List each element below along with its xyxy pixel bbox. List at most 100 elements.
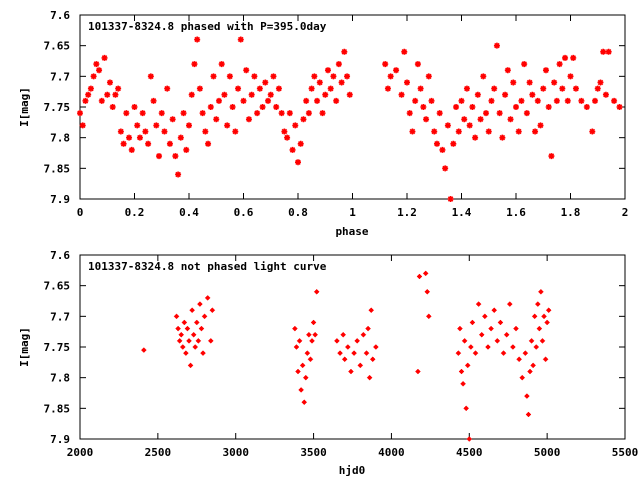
phased-plot-x-tick-label: 0.4 [179,206,199,219]
unphased-plot-data-point [533,344,540,350]
phased-plot-x-tick-label: 1.2 [397,206,417,219]
phased-plot-data-point [556,61,563,68]
phased-plot-x-tick-label: 0.6 [234,206,254,219]
phased-plot-data-point [156,153,163,160]
phased-plot-data-point [529,91,536,98]
phased-plot-data-point [188,91,195,98]
phased-plot-data-point [139,110,146,117]
phased-plot-x-tick-label: 1 [349,206,356,219]
unphased-plot-data-point [513,325,519,332]
unphased-plot-data-point [173,313,180,320]
phased-plot-data-point [480,73,487,80]
unphased-plot-data-point [197,301,203,307]
phased-plot-data-point [164,85,171,92]
phased-plot-x-tick-label: 0.2 [125,206,145,219]
phased-plot-data-point [251,73,258,80]
phased-plot-data-point [545,104,552,110]
unphased-plot-data-point [528,338,535,344]
phased-plot-y-tick-label: 7.6 [50,9,70,22]
phased-plot-data-point [300,116,307,123]
phased-plot-data-point [267,91,274,98]
phased-plot-x-axis-label: phase [335,225,368,238]
phased-plot-data-point [134,122,141,129]
phased-plot-data-point [504,67,511,74]
phased-plot-data-point [85,91,92,98]
phased-plot-data-point [548,153,555,160]
unphased-plot-data-point [334,338,340,344]
phased-plot-data-point [428,97,435,104]
phased-plot-data-point [205,140,212,147]
unphased-plot-data-point [201,313,208,320]
phased-plot-data-point [466,122,473,129]
unphased-plot-data-point [542,356,549,363]
phased-plot-data-point [147,73,154,80]
unphased-plot-x-tick-label: 4500 [456,446,483,459]
phased-plot-data-point [499,134,506,141]
phased-plot-data-point [292,122,299,129]
unphased-plot-data-point [541,313,547,320]
phased-plot-data-point [90,73,97,80]
unphased-plot-data-point [415,368,421,375]
phased-plot-data-point [93,61,100,68]
phased-plot-data-point [404,79,410,86]
phased-plot-data-point [417,85,424,92]
unphased-plot-data-point [209,307,216,314]
phased-plot-data-point [232,128,239,135]
phased-plot-data-point [169,116,176,123]
unphased-plot: 101337-8324.8 not phased light curve hjd… [18,249,638,477]
phased-plot-data-point [553,97,560,104]
unphased-plot-data-point [424,288,431,295]
phased-plot-y-axis-label: I[mag] [18,87,31,127]
unphased-plot-data-point [510,344,516,350]
unphased-plot-data-point [184,325,191,332]
unphased-plot-data-point [304,350,311,356]
unphased-plot-data-point [140,347,147,353]
phased-plot-data-point [324,67,331,74]
unphased-plot-points [140,270,552,442]
phased-plot-data-point [104,91,111,98]
unphased-plot-title: 101337-8324.8 not phased light curve [88,260,327,273]
unphased-plot-x-tick-label: 4000 [378,446,405,459]
unphased-plot-data-point [292,325,298,332]
unphased-plot-data-point [298,387,304,393]
phased-plot-data-point [450,140,457,147]
unphased-plot-data-point [522,350,529,356]
unphased-plot-data-point [534,301,541,307]
unphased-plot-data-point [181,319,188,326]
phased-plot-data-point [346,91,353,98]
phased-plot-data-point [433,140,440,147]
unphased-plot-data-point [363,350,370,356]
phased-plot-data-point [537,122,544,129]
unphased-plot-data-point [365,325,371,332]
unphased-plot-y-tick-label: 7.7 [50,310,70,323]
phased-plot-data-point [412,97,419,104]
phased-plot-data-point [196,85,203,92]
phased-plot-data-point [431,128,438,135]
unphased-plot-data-point [195,338,202,344]
phased-plot-data-point [496,110,503,117]
unphased-plot-data-point [366,374,373,381]
phased-plot-data-point [540,85,547,92]
phased-plot-data-point [177,134,184,141]
unphased-plot-y-tick-label: 7.9 [50,433,70,446]
unphased-plot-data-point [348,368,354,375]
phased-plot-data-point [194,36,201,43]
phased-plot-data-point [82,97,89,104]
phased-plot-data-point [491,85,498,92]
unphased-plot-data-point [544,319,550,326]
phased-plot-data-point [77,110,83,117]
phased-plot-data-point [210,73,217,80]
phased-plot-data-point [191,61,198,68]
phased-plot-data-point [254,110,261,117]
phased-plot-data-point [202,128,209,135]
phased-plot-data-point [305,110,312,117]
unphased-plot-data-point [178,331,185,338]
unphased-plot-data-point [524,393,530,399]
phased-plot-data-point [286,110,293,117]
phased-plot-data-point [611,97,618,104]
unphased-plot-data-point [482,313,488,320]
phased-plot-data-point [344,73,351,80]
phased-plot-data-point [401,48,408,55]
unphased-plot-data-point [357,362,364,369]
phased-plot-data-point [126,134,133,141]
